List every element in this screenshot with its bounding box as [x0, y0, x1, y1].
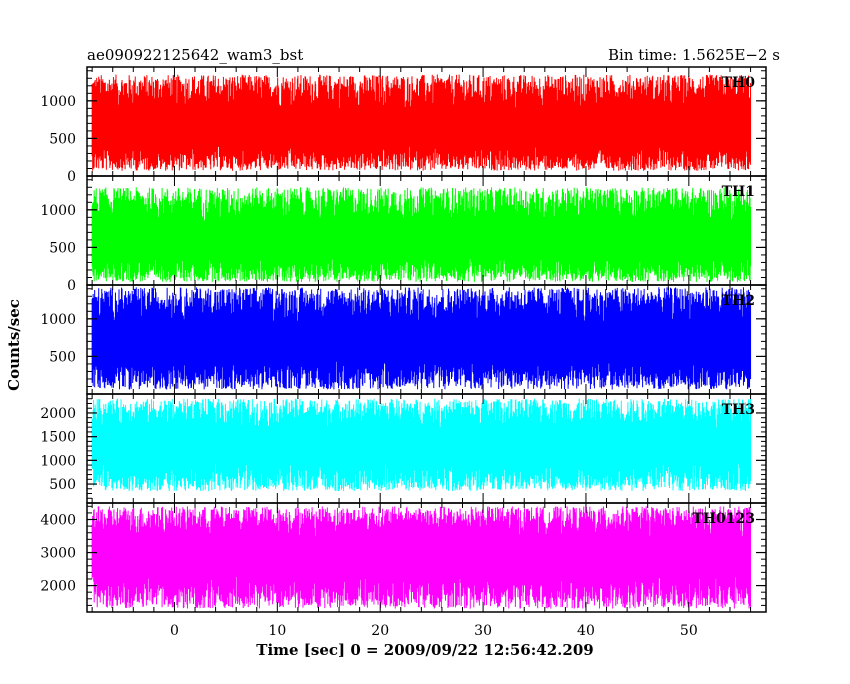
series-th3	[91, 398, 752, 492]
series-th0123	[91, 506, 752, 609]
y-tick-label: 500	[49, 240, 76, 256]
y-tick-label: 3000	[40, 546, 76, 562]
panel-th2: 500 1000 TH2	[40, 284, 767, 395]
panel-label-th0: TH0	[722, 75, 756, 91]
y-tick-label: 500	[49, 349, 76, 365]
y-tick-label: 1000	[40, 203, 76, 219]
x-axis-title: Time [sec] 0 = 2009/09/22 12:56:42.209	[256, 641, 593, 659]
y-tick-label: 0	[67, 169, 76, 185]
series-th1	[91, 187, 752, 282]
x-tick-label: 50	[680, 623, 698, 639]
x-tick-label: 10	[268, 623, 286, 639]
y-tick-label: 1000	[40, 312, 76, 328]
panel-label-th2: TH2	[722, 293, 755, 309]
panel-th0123: 2000 3000 4000 TH0123	[40, 502, 767, 613]
y-tick-label: 0	[67, 278, 76, 294]
x-tick-label: 30	[474, 623, 492, 639]
x-axis: 0 10 20 30 40 50	[170, 623, 698, 639]
x-tick-label: 20	[371, 623, 389, 639]
plot-header-right: Bin time: 1.5625E−2 s	[608, 46, 780, 64]
series-th2	[91, 287, 752, 390]
y-tick-label: 1000	[40, 453, 76, 469]
y-tick-label: 2000	[40, 579, 76, 595]
y-tick-label: 1500	[40, 430, 76, 446]
panel-th1: 0 500 1000 TH1	[40, 175, 767, 294]
y-axis-title: Counts/sec	[5, 299, 23, 391]
series-th0	[91, 74, 752, 171]
y-tick-label: 1000	[40, 94, 76, 110]
y-tick-label: 2000	[40, 406, 76, 422]
panel-th3: 500 1000 1500 2000 TH3	[40, 393, 767, 504]
plot-header-left: ae090922125642_wam3_bst	[87, 46, 303, 64]
panels-group: 0 500 1000 TH0 0 500 1000 TH1 500 1000 TH2 500 1000 1…	[40, 66, 767, 613]
panel-label-th3: TH3	[722, 402, 755, 418]
x-tick-label: 0	[170, 623, 179, 639]
panel-th0: 0 500 1000 TH0	[40, 66, 767, 185]
y-tick-label: 4000	[40, 513, 76, 529]
panel-label-th1: TH1	[722, 184, 755, 200]
y-tick-label: 500	[49, 131, 76, 147]
y-tick-label: 500	[49, 477, 76, 493]
panel-frame	[86, 502, 767, 613]
panel-label-th0123: TH0123	[692, 511, 755, 527]
x-tick-label: 40	[577, 623, 595, 639]
